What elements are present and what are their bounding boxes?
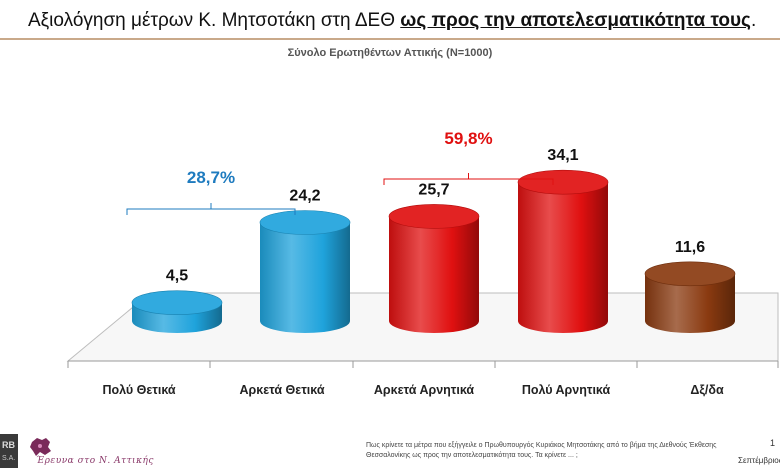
bar-value-label: 34,1 xyxy=(547,147,578,164)
bar-cylinder-top xyxy=(517,169,609,195)
x-tick-label: Δξ/δα xyxy=(690,383,724,397)
bar-value-label: 24,2 xyxy=(289,188,320,205)
title-divider xyxy=(0,38,780,40)
bar-chart: 4,5 Πολύ Θετικά 24,2 Αρκετά Θετικά 25,7 Αρκετ… xyxy=(66,129,779,397)
page-title: Αξιολόγηση μέτρων Κ. Μητσοτάκη στη ΔΕΘ ω… xyxy=(28,10,778,32)
company-logo-text: RB xyxy=(2,440,15,450)
title-prefix: Αξιολόγηση μέτρων Κ. Μητσοτάκη στη ΔΕΘ xyxy=(28,10,401,31)
survey-date: Σεπτέμβριος xyxy=(738,456,780,465)
x-tick-label: Πολύ Θετικά xyxy=(102,383,175,397)
company-logo-subtext: S.A. xyxy=(2,455,16,462)
x-tick-label: Αρκετά Αρνητικά xyxy=(374,383,475,397)
question-note: Πως κρίνετε τα μέτρα που εξήγγειλε ο Πρω… xyxy=(366,442,717,459)
group-bracket xyxy=(383,173,554,185)
page-number: 1 xyxy=(770,438,776,448)
bar-cylinder xyxy=(518,182,608,333)
group-bracket xyxy=(126,203,296,215)
company-logo xyxy=(0,434,18,468)
bar-cylinder xyxy=(645,273,735,333)
bar-value-label: 4,5 xyxy=(166,268,188,285)
group-total-label: 59,8% xyxy=(444,129,492,148)
title-emphasis: ως προς την αποτελεσματικότητα τους xyxy=(400,10,751,31)
x-tick-label: Πολύ Αρνητικά xyxy=(522,383,611,397)
bar-cylinder-top xyxy=(131,290,223,315)
bar-cylinder-top xyxy=(259,210,351,235)
x-tick-label: Αρκετά Θετικά xyxy=(240,383,325,397)
attica-map-icon xyxy=(30,438,51,456)
bar-cylinder-top xyxy=(644,261,736,287)
bar-value-label: 25,7 xyxy=(418,181,449,198)
bar-cylinder xyxy=(389,216,479,333)
bar-value-label: 11,6 xyxy=(675,239,705,256)
bar-cylinder xyxy=(260,222,350,333)
title-suffix: . xyxy=(750,10,757,31)
footer-brand: Έρευνα στο Ν. Αττικής xyxy=(36,456,154,466)
group-total-label: 28,7% xyxy=(187,168,235,187)
chart-subtitle: Σύνολο Ερωτηθέντων Αττικής (Ν=1000) xyxy=(287,47,493,59)
bar-cylinder-top xyxy=(388,204,480,229)
